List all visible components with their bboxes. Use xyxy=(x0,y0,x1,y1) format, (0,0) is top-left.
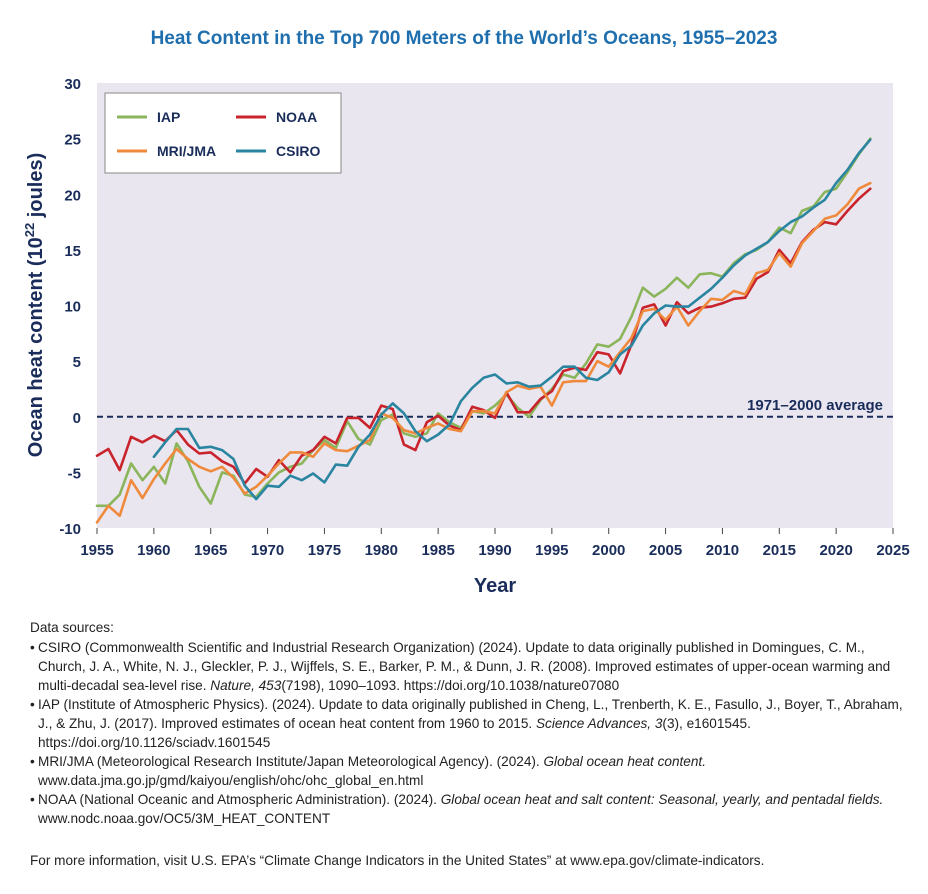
y-axis-label-sup: 22 xyxy=(22,223,37,237)
chart-title: Heat Content in the Top 700 Meters of th… xyxy=(150,28,778,49)
y-tick-label: 15 xyxy=(64,243,81,260)
x-tick-label: 1985 xyxy=(421,542,454,559)
source-item: MRI/JMA (Meteorological Research Institu… xyxy=(30,752,910,790)
x-tick-label: 1960 xyxy=(137,542,170,559)
x-tick-label: 2005 xyxy=(649,542,682,559)
y-tick-label: 5 xyxy=(73,354,81,371)
x-tick-label: 2020 xyxy=(819,542,852,559)
legend-label: NOAA xyxy=(276,109,317,125)
x-axis-label: Year xyxy=(474,575,516,597)
y-axis-label-main: Ocean heat content (10 xyxy=(25,237,47,457)
y-axis-label: Ocean heat content (1022 joules) xyxy=(22,153,47,458)
x-tick-label: 1970 xyxy=(251,542,284,559)
x-tick-label: 1990 xyxy=(478,542,511,559)
more-info-text: For more information, visit U.S. EPA’s “… xyxy=(30,853,765,868)
data-sources: Data sources: CSIRO (Commonwealth Scient… xyxy=(30,618,910,828)
source-item: CSIRO (Commonwealth Scientific and Indus… xyxy=(30,638,910,695)
x-tick-label: 1980 xyxy=(365,542,398,559)
sources-list: CSIRO (Commonwealth Scientific and Indus… xyxy=(30,638,910,828)
x-tick-label: 2015 xyxy=(763,542,796,559)
x-tick-label: 2025 xyxy=(876,542,909,559)
y-axis-label-end: joules) xyxy=(25,153,47,223)
series-line-csiro xyxy=(152,138,872,501)
series-line-mri-jma xyxy=(95,181,872,524)
legend-box xyxy=(104,92,342,174)
y-tick-label: 20 xyxy=(64,187,81,204)
legend-label: MRI/JMA xyxy=(157,143,216,159)
legend-label: IAP xyxy=(157,109,180,125)
y-tick-label: 25 xyxy=(64,132,81,149)
x-tick-label: 1975 xyxy=(308,542,341,559)
x-tick-label: 1995 xyxy=(535,542,568,559)
legend: IAP NOAA MRI/JMA CSIRO xyxy=(104,92,342,174)
axis-labels: Year Ocean heat content (1022 joules) xyxy=(22,153,516,597)
y-tick-label: -5 xyxy=(68,465,81,482)
source-item: NOAA (National Oceanic and Atmospheric A… xyxy=(30,790,910,828)
x-tick-label: 2010 xyxy=(706,542,739,559)
reference-line-group: 1971–2000 average xyxy=(97,397,893,418)
y-tick-label: -10 xyxy=(59,521,81,538)
source-item: IAP (Institute of Atmospheric Physics). … xyxy=(30,695,910,752)
legend-label: CSIRO xyxy=(276,143,320,159)
reference-line-label: 1971–2000 average xyxy=(747,397,883,414)
x-tick-label: 2000 xyxy=(592,542,625,559)
sources-header: Data sources: xyxy=(30,620,114,635)
x-tick-label: 1955 xyxy=(80,542,113,559)
series-lines xyxy=(95,137,872,524)
y-tick-label: 30 xyxy=(64,76,81,93)
x-tick-label: 1965 xyxy=(194,542,227,559)
y-tick-label: 10 xyxy=(64,299,81,316)
y-tick-label: 0 xyxy=(73,410,81,427)
